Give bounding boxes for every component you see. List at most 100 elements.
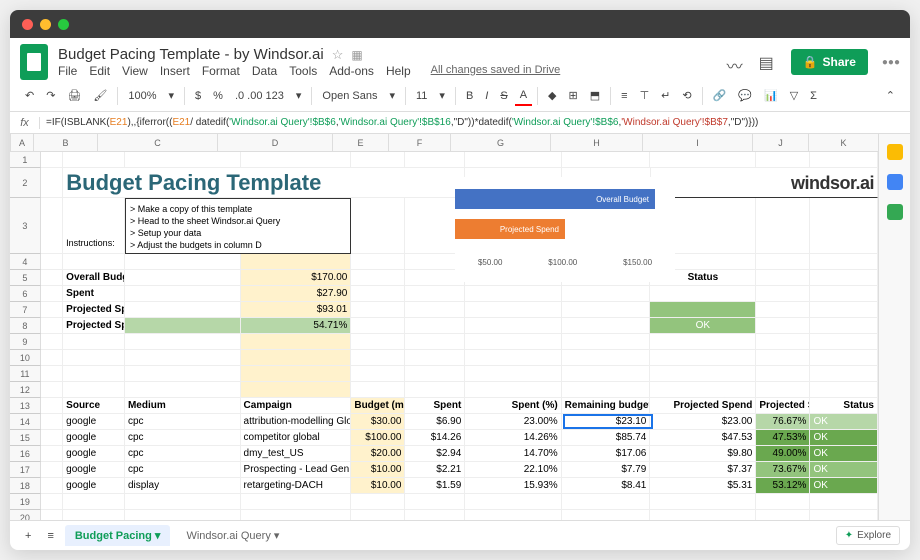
table-cell[interactable]: 47.53% [756, 430, 810, 446]
table-cell[interactable]: $23.10 [562, 414, 651, 430]
table-cell[interactable]: dmy_test_US [241, 446, 352, 462]
cell[interactable] [562, 350, 651, 366]
collapse-toolbar-button[interactable]: ⌃ [881, 86, 900, 105]
row-header[interactable]: 16 [10, 446, 41, 462]
cell[interactable] [241, 510, 352, 520]
menu-file[interactable]: File [58, 64, 77, 78]
chart-button[interactable]: 📊 [759, 86, 783, 105]
wrap-button[interactable]: ↵ [656, 86, 675, 105]
cell[interactable] [41, 168, 63, 198]
cell[interactable]: Overall Budget [63, 270, 125, 286]
cell[interactable] [756, 366, 810, 382]
row-header[interactable]: 13 [10, 398, 41, 414]
cell[interactable] [405, 286, 465, 302]
row-header[interactable]: 2 [10, 168, 41, 198]
fontsize-selector[interactable]: 11 [411, 87, 432, 105]
table-header[interactable]: Remaining budget [562, 398, 651, 414]
row-header[interactable]: 9 [10, 334, 41, 350]
row-header[interactable]: 17 [10, 462, 41, 478]
table-cell[interactable]: $47.53 [650, 430, 756, 446]
menu-addons[interactable]: Add-ons [329, 64, 374, 78]
cell[interactable] [465, 318, 561, 334]
table-cell[interactable]: 49.00% [756, 446, 810, 462]
row-header[interactable]: 8 [10, 318, 41, 334]
row-header[interactable]: 3 [10, 198, 41, 254]
cell[interactable]: Projected Spend [63, 302, 125, 318]
table-cell[interactable]: $30.00 [351, 414, 405, 430]
cell[interactable] [810, 198, 878, 254]
cell[interactable] [465, 494, 561, 510]
cell[interactable] [562, 318, 651, 334]
table-header[interactable]: Medium [125, 398, 241, 414]
table-cell[interactable]: $2.21 [405, 462, 465, 478]
cell[interactable] [756, 494, 810, 510]
cell[interactable] [63, 366, 125, 382]
cell[interactable] [351, 494, 405, 510]
instructions-box[interactable]: > Make a copy of this template > Head to… [125, 198, 351, 254]
cell[interactable] [63, 510, 125, 520]
cell[interactable] [650, 334, 756, 350]
menu-tools[interactable]: Tools [289, 64, 317, 78]
cell[interactable]: $93.01 [241, 302, 352, 318]
cell[interactable] [756, 270, 810, 286]
cell[interactable] [125, 510, 241, 520]
table-cell[interactable]: google [63, 414, 125, 430]
cell[interactable]: Spent [63, 286, 125, 302]
table-cell[interactable]: display [125, 478, 241, 494]
cell[interactable] [756, 286, 810, 302]
cell[interactable] [41, 478, 63, 494]
cell[interactable] [41, 446, 63, 462]
table-cell[interactable]: 53.12% [756, 478, 810, 494]
cell[interactable] [405, 334, 465, 350]
table-cell[interactable]: OK [810, 430, 878, 446]
cell[interactable] [125, 318, 241, 334]
cell[interactable] [125, 286, 241, 302]
filter-button[interactable]: ▽ [785, 86, 803, 105]
table-cell[interactable]: $7.79 [562, 462, 651, 478]
table-cell[interactable]: google [63, 462, 125, 478]
link-button[interactable]: 🔗 [708, 86, 732, 105]
strike-button[interactable]: S [495, 87, 512, 105]
cell[interactable] [756, 254, 810, 270]
explore-button[interactable]: Explore [836, 526, 900, 545]
maximize-window-button[interactable] [58, 19, 69, 30]
cell[interactable] [562, 302, 651, 318]
cell[interactable] [351, 270, 405, 286]
cell[interactable] [650, 302, 756, 318]
decimal-buttons[interactable]: .0 .00 123 [230, 87, 289, 105]
cell[interactable] [756, 510, 810, 520]
cell[interactable] [41, 430, 63, 446]
cell[interactable] [241, 152, 352, 168]
table-cell[interactable]: 23.00% [465, 414, 561, 430]
cell[interactable] [465, 366, 561, 382]
tasks-icon[interactable] [887, 204, 903, 220]
cell[interactable] [405, 510, 465, 520]
cell[interactable] [810, 510, 878, 520]
cell[interactable] [650, 152, 756, 168]
cell[interactable] [405, 302, 465, 318]
cell[interactable] [756, 382, 810, 398]
cell[interactable] [810, 382, 878, 398]
cell[interactable] [241, 334, 352, 350]
cell[interactable] [41, 286, 63, 302]
cell[interactable] [562, 286, 651, 302]
document-title[interactable]: Budget Pacing Template - by Windsor.ai [58, 46, 324, 63]
merge-button[interactable]: ⬒ [585, 86, 605, 105]
table-header[interactable]: Projected Spend (%) [756, 398, 810, 414]
halign-button[interactable]: ≡ [616, 87, 632, 105]
trend-icon[interactable]: 〰 [727, 53, 745, 71]
cell[interactable] [241, 494, 352, 510]
table-cell[interactable]: attribution-modelling Global [241, 414, 352, 430]
table-cell[interactable]: retargeting-DACH [241, 478, 352, 494]
cell[interactable] [650, 510, 756, 520]
cell[interactable]: 54.71% [241, 318, 352, 334]
column-header[interactable]: A [11, 134, 34, 152]
column-header[interactable]: E [333, 134, 389, 152]
cell[interactable] [41, 494, 63, 510]
comments-icon[interactable]: ▤ [759, 53, 777, 71]
table-header[interactable]: Campaign [241, 398, 352, 414]
row-header[interactable]: 5 [10, 270, 41, 286]
row-header[interactable]: 18 [10, 478, 41, 494]
cell[interactable] [351, 510, 405, 520]
rotate-button[interactable]: ⟲ [677, 86, 696, 105]
